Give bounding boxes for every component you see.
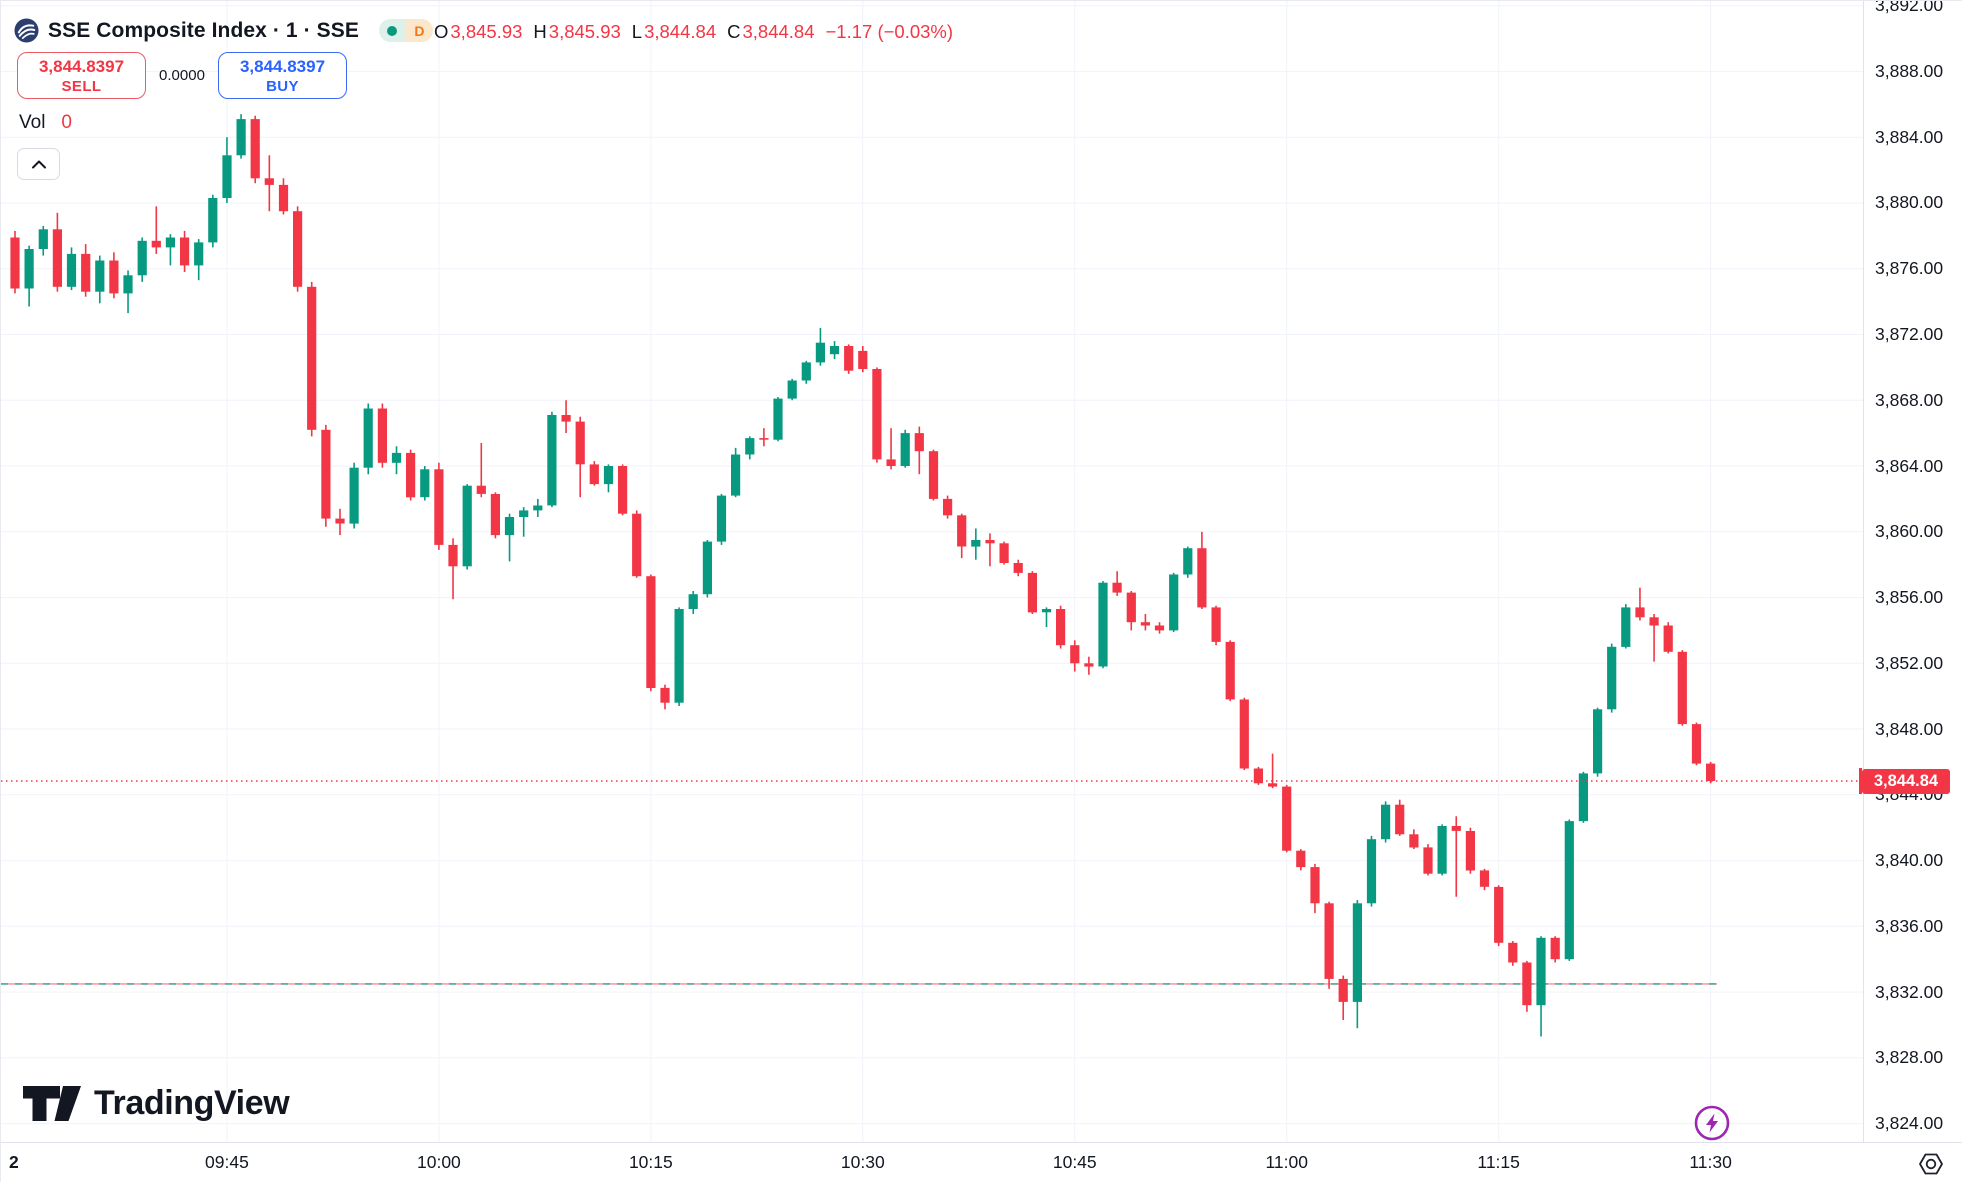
gear-icon [1919,1153,1943,1175]
time-axis-label: 11:15 [1477,1152,1520,1172]
price-axis-label: 3,856.00 [1875,587,1944,608]
change-value: −1.17 (−0.03%) [825,21,954,42]
time-axis-label: 10:45 [1052,1152,1097,1172]
buy-label: BUY [266,77,299,95]
price-axis-label: 3,832.00 [1875,981,1944,1002]
axis-settings-button[interactable] [1917,1150,1945,1178]
sell-price: 3,844.8397 [38,56,125,76]
close-label: C [727,21,741,42]
volume-value: 0 [61,112,72,133]
open-value: 3,845.93 [450,21,523,42]
low-label: L [631,21,643,42]
price-axis-label: 3,860.00 [1875,521,1944,542]
time-axis-label: 10:00 [416,1152,461,1172]
price-axis-label: 3,836.00 [1875,915,1944,936]
buy-price: 3,844.8397 [239,56,326,76]
high-value: 3,845.93 [548,21,621,42]
daily-badge: D [405,19,433,42]
time-axis-label: 09:45 [205,1152,249,1172]
time-axis-label: 10:15 [628,1152,673,1172]
price-axis-label: 3,828.00 [1875,1047,1944,1068]
session-start-label: 2 [9,1152,19,1172]
price-axis-label: 3,840.00 [1875,850,1944,871]
price-axis-label: 3,888.00 [1875,60,1944,81]
price-axis-label: 3,824.00 [1875,1113,1944,1134]
price-axis-label: 3,872.00 [1875,323,1944,344]
price-axis-label: 3,876.00 [1875,258,1944,279]
time-axis[interactable]: 2 09:45 10:00 10:15 10:30 10:45 11:00 11:15 11:3… [1,1142,1962,1184]
close-value: 3,844.84 [742,21,815,42]
high-label: H [533,21,547,42]
market-open-dot-icon [378,19,406,42]
price-axis-label: 3,892.00 [1875,1,1944,16]
price-axis-label: 3,864.00 [1875,455,1944,476]
time-axis-label: 11:30 [1689,1152,1732,1172]
tradingview-mark-icon [23,1085,81,1121]
sell-label: SELL [61,77,102,95]
lightning-button[interactable] [1693,1104,1731,1142]
price-axis-label: 3,852.00 [1875,652,1944,673]
open-label: O [434,21,449,42]
chart-header: SSE Composite Index · 1 · SSE D O 3,845.… [1,1,1861,51]
buy-button[interactable]: 3,844.8397 BUY [218,52,347,99]
ohlc-legend: O 3,845.93 H 3,845.93 L 3,844.84 C 3,844… [434,21,953,43]
price-axis-label: 3,884.00 [1875,126,1944,147]
collapse-legend-button[interactable] [17,148,60,180]
lightning-icon [1694,1105,1730,1141]
tradingview-logo[interactable]: TradingView [23,1084,290,1123]
symbol-title: SSE Composite Index · 1 · SSE [48,18,359,42]
tradingview-wordmark: TradingView [94,1084,290,1122]
last-price-badge: 3,844.84 [1862,769,1950,794]
price-axis[interactable]: 3,892.00 3,888.00 3,884.00 3,880.00 3,876.00… [1863,1,1962,1142]
sell-button[interactable]: 3,844.8397 SELL [17,52,146,99]
time-axis-label: 11:00 [1265,1152,1308,1172]
low-value: 3,844.84 [644,21,717,42]
sse-exchange-logo-icon [14,18,39,43]
price-axis-label: 3,880.00 [1875,192,1944,213]
chevron-up-icon [31,160,46,168]
market-status-pill: D [378,19,433,42]
volume-legend: Vol 0 [19,112,72,134]
price-axis-label: 3,848.00 [1875,718,1944,739]
price-axis-label: 3,868.00 [1875,389,1944,410]
spread-value: 0.0000 [159,67,205,84]
time-axis-label: 10:30 [840,1152,885,1172]
symbol-row[interactable]: SSE Composite Index · 1 · SSE D [14,18,433,43]
volume-label: Vol [19,112,46,133]
